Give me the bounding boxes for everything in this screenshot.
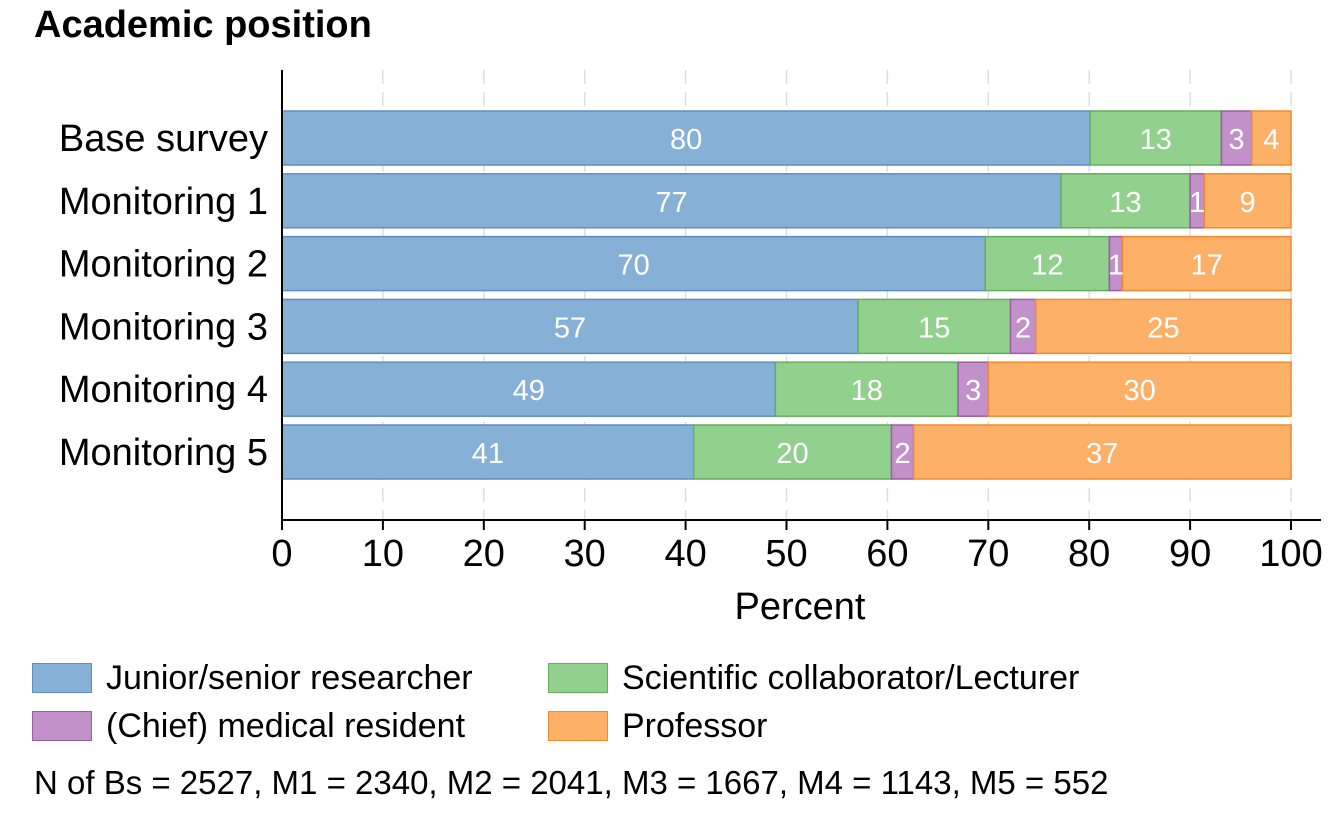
bar-segment — [987, 361, 1292, 417]
bars — [281, 110, 1292, 480]
bar-segment — [1203, 173, 1292, 229]
data-label: 80 — [670, 124, 702, 156]
category-label: Base survey — [59, 118, 268, 160]
bar-segment — [1121, 235, 1292, 292]
data-label: 4 — [1263, 124, 1279, 156]
legend-swatch — [548, 663, 608, 693]
x-tick-label: 50 — [765, 533, 807, 575]
data-label: 1 — [1189, 187, 1205, 219]
data-label: 13 — [1140, 124, 1172, 156]
bar-segment — [692, 424, 893, 480]
bar-segment — [281, 361, 777, 417]
bar-segment — [281, 298, 859, 355]
bar-segment — [1060, 173, 1191, 229]
legend-swatch — [548, 711, 608, 741]
category-label: Monitoring 5 — [59, 432, 268, 474]
data-label: 37 — [1086, 438, 1118, 470]
data-label: 77 — [655, 187, 687, 219]
data-label: 3 — [1228, 124, 1244, 156]
legend-item: Professor — [548, 706, 768, 746]
data-label: 18 — [851, 375, 883, 407]
data-label: 2 — [1015, 312, 1031, 344]
x-tick-label: 100 — [1259, 533, 1322, 575]
x-tick-label: 60 — [866, 533, 908, 575]
x-tick-label: 80 — [1068, 533, 1110, 575]
legend-label: Scientific collaborator/Lecturer — [622, 658, 1080, 697]
chart-title: Academic position — [34, 4, 372, 46]
bar-segment — [1220, 110, 1253, 166]
x-tick-label: 10 — [362, 533, 404, 575]
x-axis-title: Percent — [735, 586, 866, 628]
data-label: 20 — [776, 438, 808, 470]
data-label: 17 — [1191, 250, 1223, 282]
legend-item: Junior/senior researcher — [32, 658, 473, 698]
x-tick-label: 90 — [1169, 533, 1211, 575]
legend-swatch — [32, 711, 92, 741]
data-label: 15 — [918, 312, 950, 344]
x-tick-label: 30 — [564, 533, 606, 575]
bar-segment — [1250, 110, 1292, 166]
bar-segment — [281, 110, 1091, 166]
data-label: 30 — [1124, 375, 1156, 407]
legend-swatch — [32, 663, 92, 693]
sample-size-note: N of Bs = 2527, M1 = 2340, M2 = 2041, M3… — [34, 764, 1109, 801]
data-label: 41 — [472, 438, 504, 470]
data-label: 70 — [618, 250, 650, 282]
x-tick-label: 20 — [463, 533, 505, 575]
legend-item: Scientific collaborator/Lecturer — [548, 658, 1079, 698]
category-label: Monitoring 4 — [59, 369, 268, 411]
x-tick-label: 40 — [664, 533, 706, 575]
bar-segment — [912, 424, 1292, 480]
data-label: 1 — [1108, 250, 1124, 282]
legend-label: Junior/senior researcher — [106, 658, 473, 697]
data-label: 9 — [1240, 187, 1256, 219]
bar-segment — [1089, 110, 1223, 166]
category-label: Monitoring 2 — [59, 244, 268, 286]
data-label: 13 — [1109, 187, 1141, 219]
category-label: Monitoring 1 — [59, 181, 268, 223]
axes: Base survey Monitoring 1 Monitoring 2 Monit… — [59, 70, 1323, 575]
category-label: Monitoring 3 — [59, 306, 268, 348]
data-label: 49 — [513, 375, 545, 407]
bar-segment — [984, 235, 1111, 292]
bar-segment — [281, 235, 987, 292]
data-label: 25 — [1147, 312, 1179, 344]
data-label: 2 — [894, 438, 910, 470]
data-label: 57 — [554, 312, 586, 344]
legend-label: (Chief) medical resident — [106, 706, 466, 745]
legend-label: Professor — [622, 706, 768, 745]
data-label: 12 — [1031, 250, 1063, 282]
legend-item: (Chief) medical resident — [32, 706, 465, 746]
x-tick-label: 70 — [967, 533, 1009, 575]
data-label: 3 — [965, 375, 981, 407]
bar-segment — [1034, 298, 1292, 355]
x-tick-label: 0 — [271, 533, 292, 575]
